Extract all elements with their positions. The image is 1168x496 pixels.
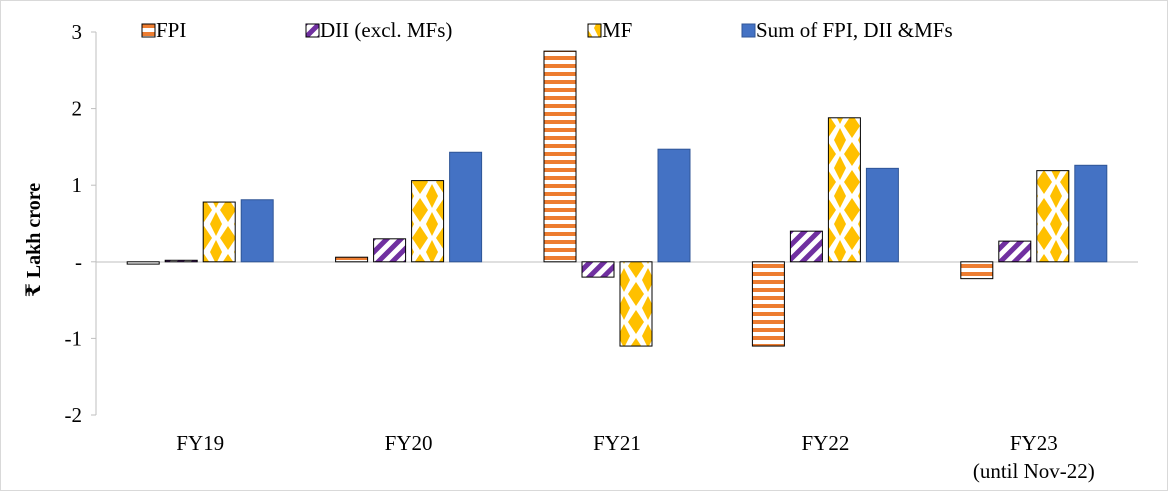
x-tick-label: FY21: [593, 431, 641, 455]
x-tick-label: FY22: [801, 431, 849, 455]
y-axis-label: ₹ Lakh crore: [23, 183, 45, 297]
bar-stripes-1: [335, 256, 369, 263]
y-tick-labels: 3 2 1 - -1 -2: [65, 20, 96, 427]
legend-swatch-stripes: [141, 23, 156, 38]
bar-diagonal-3: [789, 230, 823, 263]
bar-stripes-4: [960, 261, 994, 280]
bar-diamonds-0: [202, 201, 236, 263]
legend: FPI DII (excl. MFs) MF Sum of FPI, DII &MFs: [141, 18, 953, 42]
bar-diagonal-2: [581, 261, 615, 278]
bar-diamonds-3: [827, 117, 861, 263]
legend-label: DII (excl. MFs): [320, 18, 452, 42]
x-tick-label: FY19: [176, 431, 224, 455]
bar-solid-3: [865, 167, 899, 263]
bar-stripes-0: [126, 261, 160, 265]
bar-diamonds-1: [411, 180, 445, 263]
legend-label: FPI: [156, 18, 186, 42]
y-tick-label: 2: [72, 97, 83, 121]
legend-swatch-solid: [741, 23, 756, 38]
bar-solid-1: [449, 151, 483, 263]
bar-diamonds-4: [1036, 170, 1070, 263]
bars: [126, 50, 1108, 347]
y-tick-label: -1: [65, 326, 83, 350]
bar-solid-4: [1074, 164, 1108, 263]
legend-label: MF: [602, 18, 632, 42]
bar-diagonal-4: [998, 240, 1032, 263]
x-tick-labels: FY19 FY20 FY21 FY22 FY23 (until Nov-22): [176, 431, 1094, 483]
bar-diamonds-2: [619, 261, 653, 347]
bar-stripes-3: [751, 261, 785, 347]
bar-solid-0: [240, 199, 274, 263]
y-tick-label: -: [75, 250, 82, 274]
x-tick-label: FY23: [1010, 431, 1058, 455]
y-tick-label: 1: [72, 173, 83, 197]
bar-diagonal-0: [164, 259, 198, 263]
bar-stripes-2: [543, 50, 577, 263]
bar-solid-2: [657, 148, 691, 263]
x-tick-label-line2: (until Nov-22): [973, 459, 1095, 483]
x-tick-label: FY20: [385, 431, 433, 455]
y-tick-label: -2: [65, 403, 83, 427]
y-tick-label: 3: [72, 20, 83, 44]
legend-swatch-diamonds: [587, 23, 602, 38]
bar-diagonal-1: [373, 238, 407, 263]
legend-swatch-diagonal: [305, 23, 320, 38]
legend-label: Sum of FPI, DII &MFs: [756, 18, 953, 42]
